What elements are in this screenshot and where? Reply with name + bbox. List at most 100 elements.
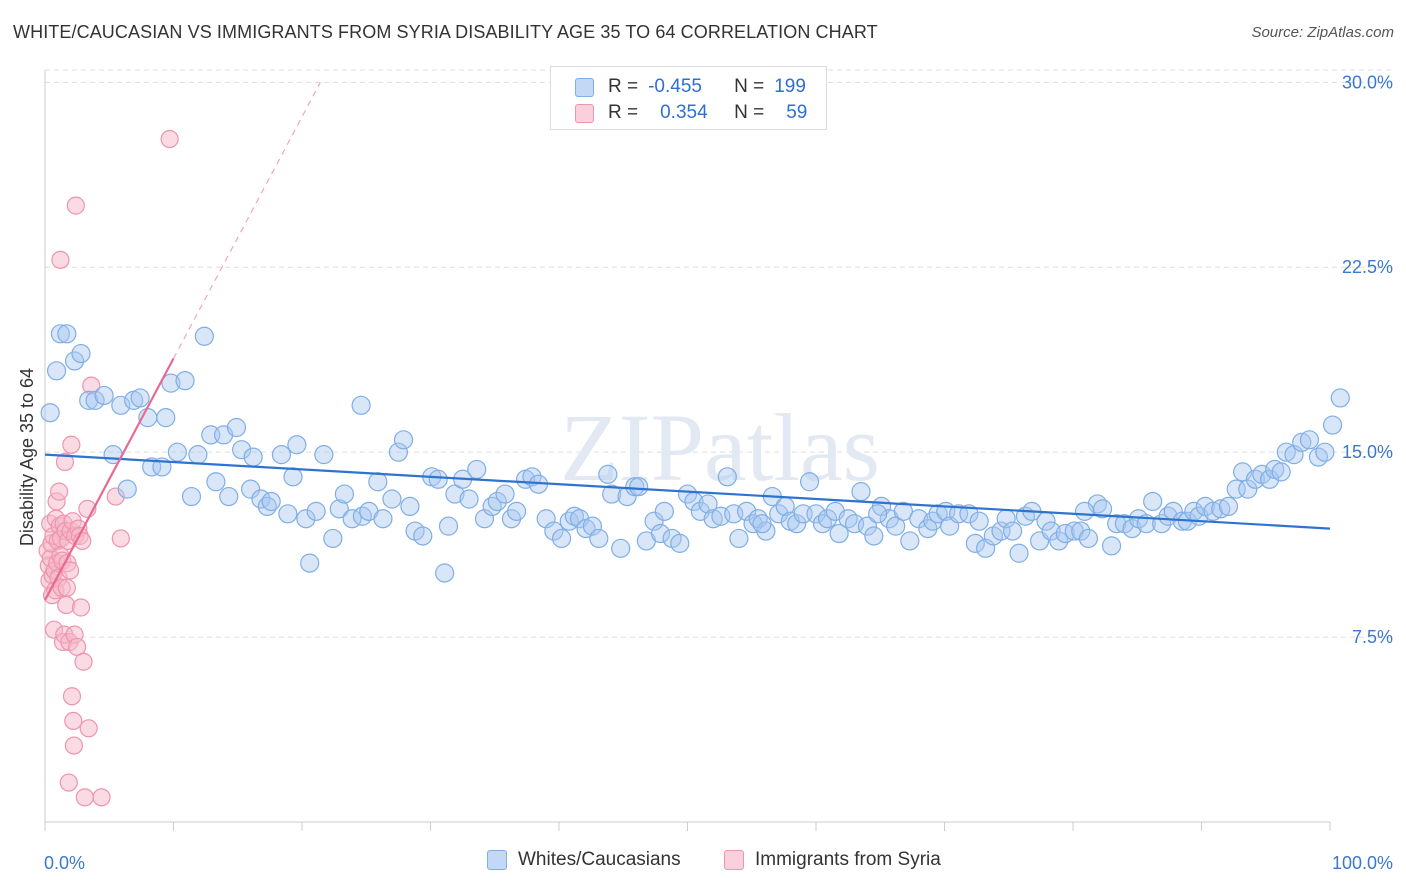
white-point bbox=[438, 516, 459, 536]
white-point bbox=[1211, 499, 1231, 519]
white-point bbox=[334, 484, 355, 504]
syria-point bbox=[57, 578, 76, 597]
white-point bbox=[851, 482, 871, 502]
syria-point bbox=[62, 435, 81, 454]
white-point bbox=[400, 496, 420, 517]
white-point bbox=[219, 486, 239, 507]
legend-label-syria: Immigrants from Syria bbox=[755, 849, 941, 870]
white-point bbox=[1218, 496, 1239, 517]
white-trend-line bbox=[44, 453, 1331, 530]
white-point bbox=[130, 388, 150, 408]
watermark: ZIPatlas bbox=[560, 394, 880, 501]
white-point bbox=[1074, 501, 1095, 521]
y-tick-label: 22.5% bbox=[1342, 257, 1393, 277]
syria-point bbox=[79, 719, 98, 738]
white-point bbox=[459, 489, 479, 509]
white-point bbox=[602, 484, 622, 504]
syria-point bbox=[92, 788, 111, 807]
white-point bbox=[787, 514, 807, 534]
white-point bbox=[752, 514, 772, 534]
white-point bbox=[1049, 531, 1069, 551]
white-point bbox=[283, 467, 303, 487]
source-label: Source: ZipAtlas.com bbox=[1251, 24, 1394, 41]
white-point bbox=[142, 457, 162, 477]
white-point bbox=[598, 464, 618, 484]
syria-point bbox=[59, 773, 78, 792]
white-point bbox=[351, 395, 371, 415]
white-point bbox=[1245, 469, 1266, 489]
white-point bbox=[271, 445, 292, 465]
white-point bbox=[373, 509, 393, 529]
white-point bbox=[703, 509, 723, 529]
white-point bbox=[1107, 514, 1127, 534]
white-point bbox=[799, 472, 820, 492]
syria-point bbox=[75, 788, 94, 807]
white-point bbox=[1009, 543, 1029, 563]
white-point bbox=[817, 509, 838, 529]
white-point bbox=[40, 403, 60, 423]
white-point bbox=[94, 385, 114, 406]
white-point bbox=[564, 506, 585, 526]
white-point bbox=[829, 523, 849, 544]
syria-point bbox=[64, 711, 83, 731]
white-point bbox=[737, 501, 757, 521]
legend-n-label: N = bbox=[734, 76, 765, 97]
white-point bbox=[156, 408, 176, 428]
y-axis-label: Disability Age 35 to 64 bbox=[17, 368, 37, 546]
white-point bbox=[654, 501, 674, 521]
white-point bbox=[857, 516, 878, 536]
white-point bbox=[64, 351, 85, 371]
white-point bbox=[1292, 432, 1312, 452]
white-point bbox=[670, 533, 690, 553]
legend-r-label: R = bbox=[608, 102, 639, 123]
syria-trend-line bbox=[44, 357, 175, 601]
white-point bbox=[46, 361, 67, 381]
syria-point bbox=[71, 598, 91, 617]
white-point bbox=[838, 509, 858, 529]
white-point bbox=[1071, 521, 1091, 541]
white-point bbox=[551, 528, 572, 549]
white-point bbox=[261, 491, 281, 512]
white-point bbox=[864, 526, 884, 546]
white-point bbox=[1276, 442, 1296, 462]
white-point bbox=[79, 390, 99, 410]
white-point bbox=[677, 484, 698, 504]
white-point bbox=[111, 395, 131, 415]
white-point bbox=[582, 516, 603, 536]
syria-point bbox=[106, 487, 125, 506]
white-point bbox=[1271, 462, 1291, 482]
white-point bbox=[393, 430, 414, 450]
white-point bbox=[1322, 415, 1343, 435]
white-point bbox=[644, 511, 664, 531]
syria-point bbox=[51, 250, 70, 269]
white-point bbox=[1101, 536, 1122, 556]
white-point bbox=[181, 486, 202, 507]
white-point bbox=[287, 435, 307, 455]
white-point bbox=[314, 445, 334, 465]
syria-point bbox=[57, 595, 76, 615]
white-point bbox=[629, 477, 649, 497]
white-point bbox=[175, 371, 195, 391]
white-point bbox=[232, 440, 252, 460]
white-point bbox=[467, 459, 487, 480]
syria-point bbox=[64, 736, 84, 755]
white-point bbox=[306, 501, 326, 521]
white-point bbox=[1299, 430, 1320, 450]
axis-labels: 7.5% 15.0% 22.5% 30.0% 0.0% 100.0% Disability … bbox=[17, 72, 1393, 873]
white-point bbox=[893, 501, 913, 521]
syria-point bbox=[160, 129, 179, 149]
white-point bbox=[167, 442, 187, 462]
white-point bbox=[991, 521, 1011, 541]
white-point bbox=[278, 504, 298, 524]
legend-row-white: R = -0.455 N = 199 bbox=[575, 74, 806, 100]
legend-swatch-syria bbox=[575, 103, 594, 123]
white-point bbox=[57, 324, 77, 344]
white-point bbox=[85, 390, 105, 410]
white-point bbox=[1122, 518, 1142, 539]
white-point bbox=[1260, 469, 1280, 489]
y-tick-label: 15.0% bbox=[1342, 442, 1393, 462]
white-point bbox=[1308, 447, 1329, 467]
legend-r-value: 0.354 bbox=[660, 102, 708, 123]
syria-point bbox=[74, 652, 93, 671]
correlation-legend: R = -0.455 N = 199 R = 0.354 N = 59 bbox=[550, 66, 827, 130]
